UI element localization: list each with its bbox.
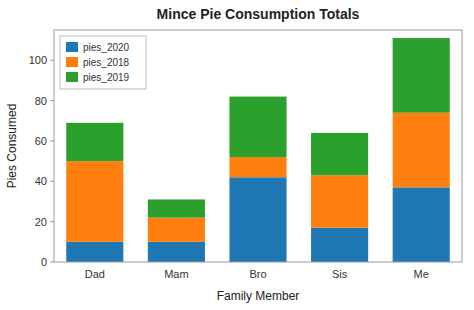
chart-svg: 0 20 40 60 80 100 Dad Mam Bro Sis Me Mince Pie Cons… [0, 0, 474, 310]
y-tick-label: 0 [41, 256, 47, 268]
y-tick [50, 60, 54, 61]
bar-segment [229, 177, 286, 262]
x-tick-label: Dad [85, 268, 105, 280]
bar-segment [148, 218, 205, 242]
legend-swatch [66, 57, 78, 67]
y-tick-label: 100 [29, 54, 47, 66]
bar-segment [393, 38, 450, 113]
bar-segment [311, 133, 368, 175]
y-axis: 0 20 40 60 80 100 [29, 54, 54, 268]
bar-segment [311, 175, 368, 227]
bar-segment [148, 199, 205, 217]
y-tick-label: 20 [35, 216, 47, 228]
x-axis: Dad Mam Bro Sis Me [85, 268, 429, 280]
y-tick-label: 60 [35, 135, 47, 147]
legend: pies_2020 pies_2018 pies_2019 [60, 36, 146, 89]
legend-box [60, 36, 146, 89]
y-tick [50, 140, 54, 141]
bar-segment [148, 242, 205, 262]
y-axis-label: Pies Consumed [5, 104, 19, 189]
bar-segment [66, 242, 123, 262]
plot-frame [54, 30, 462, 262]
bar-segment [229, 97, 286, 158]
title: Mince Pie Consumption Totals [157, 6, 360, 22]
chart-container: 0 20 40 60 80 100 Dad Mam Bro Sis Me Mince Pie Cons… [0, 0, 474, 310]
legend-label: pies_2018 [83, 57, 130, 68]
legend-label: pies_2020 [83, 42, 130, 53]
y-tick [50, 262, 54, 263]
x-tick-label: Mam [164, 268, 188, 280]
bar-segment [393, 187, 450, 262]
y-tick-label: 80 [35, 95, 47, 107]
bar-segment [66, 123, 123, 161]
y-tick-label: 40 [35, 175, 47, 187]
x-axis-label: Family Member [217, 289, 300, 303]
bar-segment [66, 161, 123, 242]
bar-segment [229, 157, 286, 177]
bars [66, 38, 450, 262]
bar-segment [311, 228, 368, 262]
x-tick-label: Sis [332, 268, 348, 280]
y-tick [50, 221, 54, 222]
legend-swatch [66, 72, 78, 82]
bar-segment [393, 113, 450, 188]
y-tick [50, 100, 54, 101]
legend-label: pies_2019 [83, 72, 130, 83]
x-tick-label: Bro [249, 268, 266, 280]
legend-swatch [66, 42, 78, 52]
x-tick-label: Me [414, 268, 429, 280]
y-tick [50, 181, 54, 182]
